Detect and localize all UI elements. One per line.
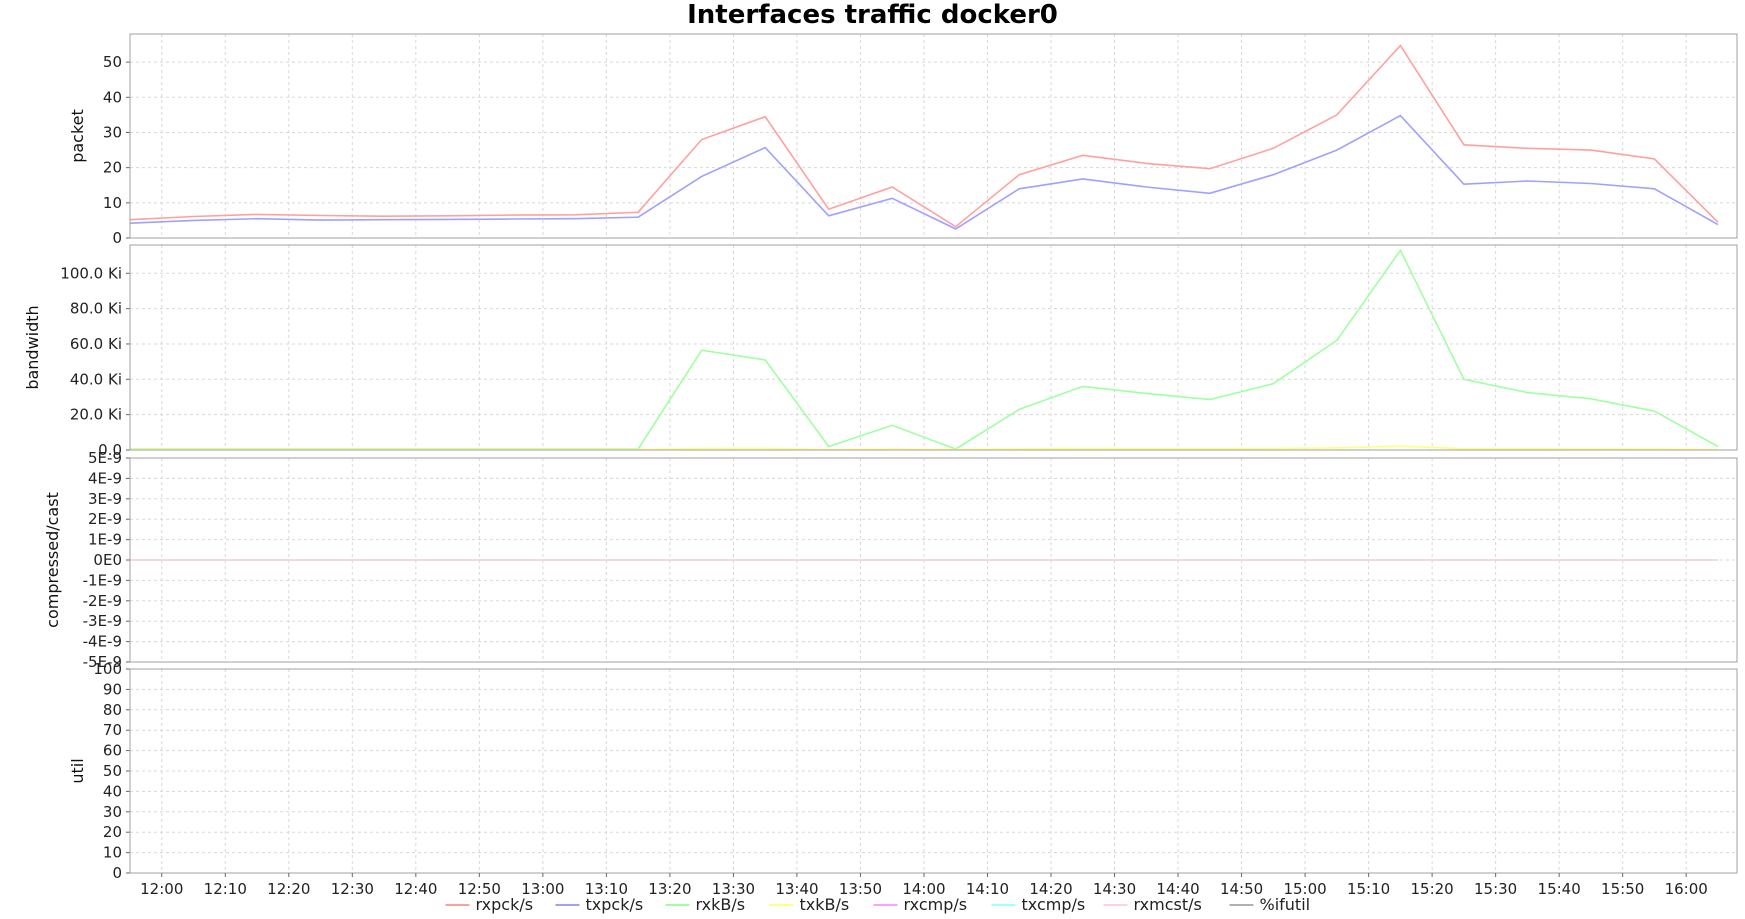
x-tick-label: 14:40 [1156, 880, 1199, 898]
y-tick-label: 100 [93, 660, 122, 678]
y-tick-label: 4E-9 [88, 469, 122, 487]
y-tick-label: 80 [103, 701, 122, 719]
y-axis-label: util [68, 758, 87, 783]
panel-packet: 0 10 20 30 40 50 packet [68, 33, 1738, 247]
legend-item: rxkB/s [665, 895, 746, 914]
x-tick-label: 12:20 [267, 880, 310, 898]
y-tick-label: 50 [103, 53, 122, 71]
legend-item: txcmp/s [991, 895, 1086, 914]
plot-area [130, 34, 1737, 238]
legend-item: rxmcst/s [1103, 895, 1202, 914]
series-line-txpcks [129, 114, 1719, 230]
x-tick-label: 15:30 [1474, 880, 1517, 898]
y-tick-label: 0 [112, 229, 122, 247]
y-tick-label: 20 [103, 823, 122, 841]
x-tick-label: 13:20 [648, 880, 691, 898]
y-axis-label: bandwidth [23, 305, 42, 389]
y-tick-label: 0E0 [93, 551, 122, 569]
legend-item: txpck/s [555, 895, 644, 914]
y-tick-label: -4E-9 [83, 633, 122, 651]
plot-frame [129, 33, 1738, 239]
y-tick-label: 20 [103, 159, 122, 177]
legend-label: txpck/s [586, 895, 644, 914]
legend-label: rxkB/s [696, 895, 746, 914]
legend-label: txkB/s [800, 895, 850, 914]
y-tick-label: 1E-9 [88, 531, 122, 549]
y-tick-label: 5E-9 [88, 449, 122, 467]
legend-label: txcmp/s [1022, 895, 1086, 914]
y-tick-label: -3E-9 [83, 612, 122, 630]
panel-bandwidth: 0.0 20.0 Ki 40.0 Ki 60.0 Ki 80.0 Ki 100.0 Ki b… [23, 244, 1738, 459]
x-tick-label: 14:10 [966, 880, 1009, 898]
x-tick-label: 12:10 [204, 880, 247, 898]
y-tick-label: 0 [112, 864, 122, 882]
y-tick-label: 0.0 [98, 441, 122, 459]
series-line-rxpcks [129, 44, 1719, 228]
panel-util: 0 10 20 30 40 50 60 70 80 90 100 util [68, 660, 1738, 882]
x-tick-label: 15:50 [1601, 880, 1644, 898]
legend-item: rxpck/s [445, 895, 534, 914]
legend-label: rxpck/s [476, 895, 534, 914]
y-axis-label: packet [68, 109, 87, 163]
chart-title: Interfaces traffic docker0 [687, 0, 1058, 30]
y-tick-label: 90 [103, 680, 122, 698]
legend-item: %ifutil [1229, 895, 1311, 914]
x-tick-label: 16:00 [1665, 880, 1708, 898]
y-tick-label: 30 [103, 803, 122, 821]
legend-label: rxmcst/s [1134, 895, 1202, 914]
x-tick-label: 15:40 [1538, 880, 1581, 898]
x-tick-label: 12:40 [394, 880, 437, 898]
legend-label: rxcmp/s [904, 895, 968, 914]
y-tick-label: 40.0 Ki [70, 370, 122, 388]
x-tick-label: 14:20 [1029, 880, 1072, 898]
panel-compressed-cast: -5E-9 -4E-9 -3E-9 -2E-9 -1E-9 0E0 1E-9 2E-9 3E-9… [43, 449, 1738, 671]
x-tick-label: 15:20 [1410, 880, 1453, 898]
x-tick-label: 12:00 [140, 880, 183, 898]
y-tick-label: 60 [103, 742, 122, 760]
y-tick-label: 80.0 Ki [70, 300, 122, 318]
y-tick-label: 100.0 Ki [60, 264, 122, 282]
y-tick-label: 50 [103, 762, 122, 780]
y-tick-label: -2E-9 [83, 592, 122, 610]
x-tick-label: 15:00 [1283, 880, 1326, 898]
x-tick-label: 13:50 [839, 880, 882, 898]
y-tick-label: 40 [103, 88, 122, 106]
x-tick-label: 14:30 [1093, 880, 1136, 898]
y-tick-label: -5E-9 [83, 653, 122, 671]
y-axis-label: compressed/cast [43, 492, 62, 628]
plot-frame [129, 244, 1738, 451]
legend-item: txkB/s [769, 895, 850, 914]
y-tick-label: 60.0 Ki [70, 335, 122, 353]
y-tick-label: 70 [103, 721, 122, 739]
y-tick-label: 2E-9 [88, 510, 122, 528]
plot-area [130, 245, 1737, 450]
y-tick-label: 10 [103, 194, 122, 212]
y-tick-label: 20.0 Ki [70, 406, 122, 424]
x-tick-label: 14:50 [1220, 880, 1263, 898]
x-tick-label: 12:30 [331, 880, 374, 898]
y-tick-label: -1E-9 [83, 571, 122, 589]
y-tick-label: 40 [103, 782, 122, 800]
y-tick-label: 3E-9 [88, 490, 122, 508]
x-tick-label: 13:00 [521, 880, 564, 898]
legend-item: rxcmp/s [873, 895, 968, 914]
x-tick-label: 14:00 [902, 880, 945, 898]
x-tick-label: 12:50 [458, 880, 501, 898]
plot-frame [129, 668, 1738, 874]
x-tick-label: 15:10 [1347, 880, 1390, 898]
y-tick-label: 30 [103, 123, 122, 141]
y-tick-label: 10 [103, 844, 122, 862]
x-tick-label: 13:30 [712, 880, 755, 898]
x-tick-label: 13:40 [775, 880, 818, 898]
x-tick-label: 13:10 [585, 880, 628, 898]
plot-frame [129, 457, 1738, 663]
legend-label: %ifutil [1260, 895, 1311, 914]
